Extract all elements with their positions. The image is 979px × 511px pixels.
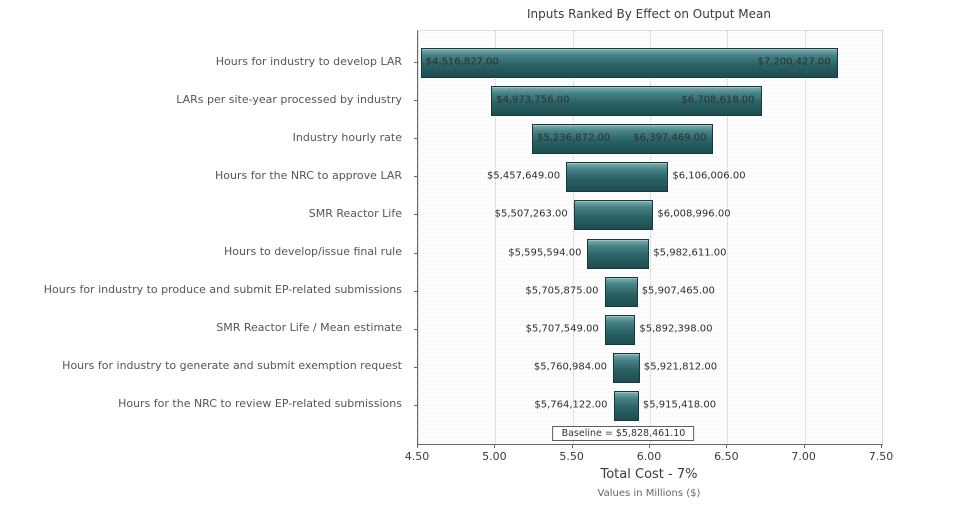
gridline xyxy=(495,31,497,444)
tornado-bar xyxy=(604,276,638,307)
y-tick-mark xyxy=(414,138,418,140)
gridline xyxy=(727,31,729,444)
category-label: Hours for the NRC to approve LAR xyxy=(215,168,402,182)
bar-low-value: $5,705,875.00 xyxy=(525,285,599,297)
gridline xyxy=(804,31,806,444)
bar-low-value: $4,516,827.00 xyxy=(425,56,499,68)
y-tick-mark xyxy=(414,100,418,102)
y-tick-mark xyxy=(414,328,418,330)
y-tick-mark xyxy=(414,366,418,368)
gridline xyxy=(418,31,419,444)
bar-low-value: $5,507,263.00 xyxy=(494,208,568,220)
category-label: Hours for the NRC to review EP-related s… xyxy=(118,397,402,411)
tornado-bar xyxy=(566,162,669,193)
tornado-bar xyxy=(613,352,640,383)
category-label: Industry hourly rate xyxy=(292,130,402,144)
baseline-marker: Baseline = $5,828,461.10 xyxy=(552,426,695,441)
y-tick-mark xyxy=(414,404,418,406)
bar-high-value: $6,708,618.00 xyxy=(681,94,755,106)
bar-high-value: $5,907,465.00 xyxy=(641,285,715,297)
x-tick-label: 6.50 xyxy=(714,450,739,463)
x-axis-title: Total Cost - 7% xyxy=(600,467,698,482)
x-tick-mark xyxy=(649,444,650,448)
tornado-bar xyxy=(604,314,636,345)
tornado-bar xyxy=(531,124,714,155)
bar-low-value: $5,236,872.00 xyxy=(536,132,611,144)
category-label: Hours for industry to develop LAR xyxy=(215,54,402,68)
bar-high-value: $5,921,812.00 xyxy=(643,361,718,373)
gridline xyxy=(882,31,883,444)
category-label: Hours for industry to produce and submit… xyxy=(43,283,402,297)
tornado-bar xyxy=(420,48,838,79)
bar-high-value: $5,915,418.00 xyxy=(642,399,717,411)
bar-high-value: $5,982,611.00 xyxy=(653,247,727,259)
x-tick-label: 5.50 xyxy=(559,450,584,463)
bar-high-value: $5,892,398.00 xyxy=(639,323,713,335)
x-tick-mark xyxy=(571,444,573,448)
bar-low-value: $5,760,984.00 xyxy=(533,361,608,373)
category-label: SMR Reactor Life xyxy=(308,206,402,220)
x-tick-label: 5.00 xyxy=(482,450,507,463)
tornado-bar xyxy=(573,200,654,231)
category-label: SMR Reactor Life / Mean estimate xyxy=(216,321,402,335)
bar-low-value: $5,457,649.00 xyxy=(486,170,561,182)
category-label: LARs per site-year processed by industry xyxy=(176,92,402,106)
category-labels: Hours for industry to develop LAR LARs pe… xyxy=(0,30,410,443)
bar-high-value: $7,200,427.00 xyxy=(757,56,831,68)
bar-high-value: $6,008,996.00 xyxy=(657,208,731,220)
x-tick-mark xyxy=(726,444,728,448)
tornado-bar xyxy=(491,86,762,117)
bar-high-value: $6,397,469.00 xyxy=(633,132,707,144)
category-label: Hours to develop/issue final rule xyxy=(223,245,402,259)
category-label: Hours for industry to generate and submi… xyxy=(62,359,402,373)
bar-low-value: $5,764,122.00 xyxy=(534,399,608,411)
tornado-bar xyxy=(613,390,639,421)
tornado-bar xyxy=(587,238,650,269)
x-tick-mark xyxy=(881,444,882,448)
x-tick-mark xyxy=(803,444,805,448)
gridline xyxy=(650,31,651,444)
x-tick-mark xyxy=(494,444,496,448)
gridline xyxy=(572,31,574,444)
bar-low-value: $5,707,549.00 xyxy=(525,323,599,335)
bar-low-value: $5,595,594.00 xyxy=(508,247,582,259)
x-tick-label: 7.50 xyxy=(868,450,894,463)
x-axis-subtitle: Values in Millions ($) xyxy=(597,488,701,499)
plot-area: $4,516,827.00 $7,200,427.00 $4,973,756.00 $… xyxy=(414,30,883,445)
y-tick-mark xyxy=(414,62,418,64)
y-tick-mark xyxy=(414,214,418,216)
x-tick-mark xyxy=(417,444,418,448)
y-tick-mark xyxy=(414,252,418,254)
y-tick-mark xyxy=(414,176,418,178)
x-tick-label: 6.00 xyxy=(636,450,662,463)
y-tick-mark xyxy=(414,290,418,292)
chart-title: Inputs Ranked By Effect on Output Mean xyxy=(527,7,771,21)
x-tick-label: 4.50 xyxy=(404,450,430,463)
bar-low-value: $4,973,756.00 xyxy=(496,94,570,106)
bar-high-value: $6,106,006.00 xyxy=(672,170,746,182)
x-tick-label: 7.00 xyxy=(791,450,816,463)
x-axis: 4.50 5.00 5.50 6.00 6.50 7.00 7.50 xyxy=(405,443,893,465)
